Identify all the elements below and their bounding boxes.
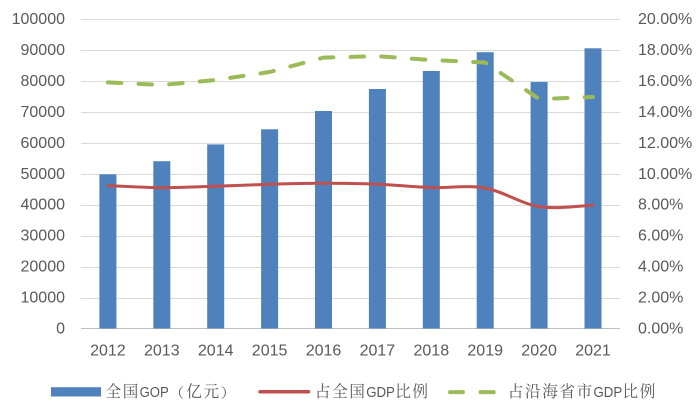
svg-text:18.00%: 18.00% <box>638 42 692 59</box>
svg-text:14.00%: 14.00% <box>638 104 692 121</box>
svg-text:80000: 80000 <box>21 73 66 90</box>
svg-text:12.00%: 12.00% <box>638 135 692 152</box>
svg-text:10000: 10000 <box>21 290 66 307</box>
svg-text:0: 0 <box>56 321 65 338</box>
svg-text:100000: 100000 <box>12 11 65 28</box>
svg-text:30000: 30000 <box>21 228 66 245</box>
svg-text:2021: 2021 <box>575 343 611 360</box>
svg-text:20.00%: 20.00% <box>638 11 692 28</box>
svg-text:2016: 2016 <box>306 343 342 360</box>
svg-text:50000: 50000 <box>21 166 66 183</box>
svg-text:GDP: GDP <box>366 384 395 401</box>
svg-text:2012: 2012 <box>90 343 126 360</box>
svg-text:2015: 2015 <box>252 343 288 360</box>
svg-text:2019: 2019 <box>467 343 503 360</box>
svg-text:6.00%: 6.00% <box>638 228 683 245</box>
svg-text:90000: 90000 <box>21 42 66 59</box>
svg-text:8.00%: 8.00% <box>638 197 683 214</box>
svg-text:2014: 2014 <box>198 343 234 360</box>
svg-text:2018: 2018 <box>414 343 450 360</box>
svg-text:60000: 60000 <box>21 135 66 152</box>
svg-text:2013: 2013 <box>144 343 180 360</box>
svg-text:16.00%: 16.00% <box>638 73 692 90</box>
svg-text:2017: 2017 <box>360 343 396 360</box>
svg-text:20000: 20000 <box>21 259 66 276</box>
svg-text:10.00%: 10.00% <box>638 166 692 183</box>
svg-text:70000: 70000 <box>21 104 66 121</box>
svg-text:2.00%: 2.00% <box>638 290 683 307</box>
svg-text:GDP: GDP <box>594 384 623 401</box>
svg-text:0.00%: 0.00% <box>638 321 683 338</box>
svg-text:4.00%: 4.00% <box>638 259 683 276</box>
svg-text:40000: 40000 <box>21 197 66 214</box>
svg-text:2020: 2020 <box>521 343 557 360</box>
svg-text:GOP: GOP <box>140 384 169 401</box>
